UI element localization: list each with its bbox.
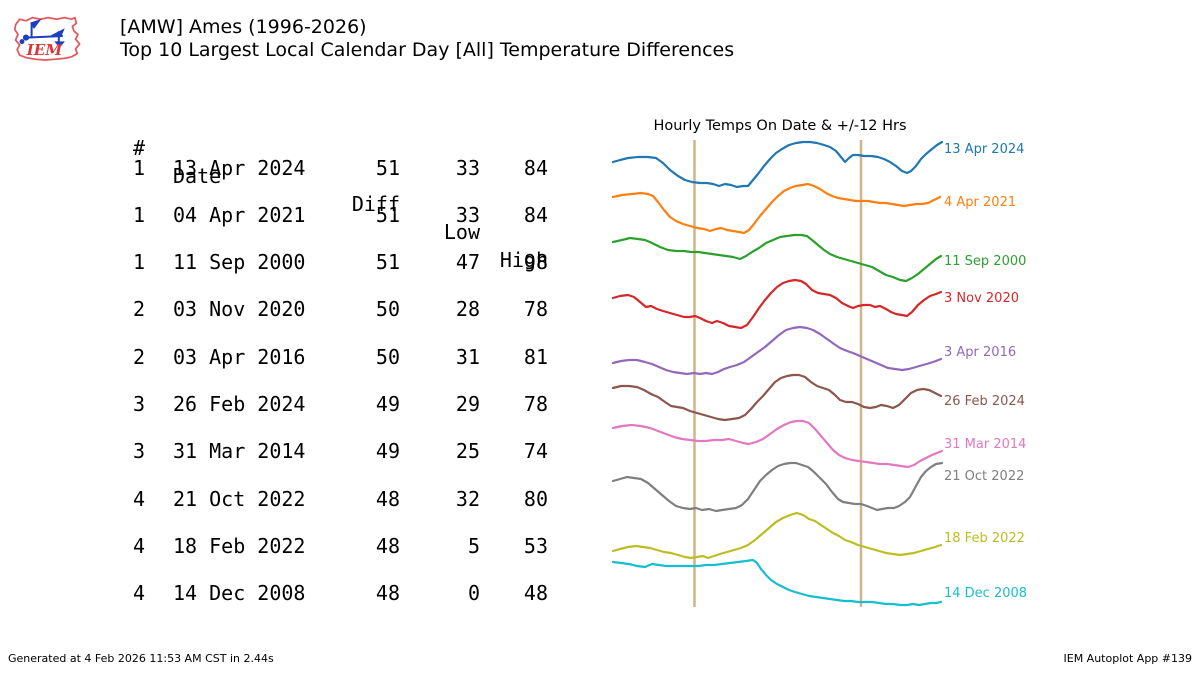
- cell-low: 33: [455, 155, 480, 180]
- cell-date: 03 Nov 2020: [173, 297, 306, 322]
- chart-title: Hourly Temps On Date & +/-12 Hrs: [653, 118, 907, 134]
- cell-rank: 1: [133, 202, 146, 227]
- records-table-header: # Date Diff Low High: [0, 106, 548, 272]
- cell-low: 33: [455, 202, 480, 227]
- iem-logo: IEM: [13, 16, 81, 61]
- series-label: 3 Nov 2020: [944, 291, 1019, 306]
- temp-trace: [611, 373, 943, 422]
- series-label: 3 Apr 2016: [944, 345, 1017, 360]
- cell-low: 25: [455, 439, 480, 464]
- cell-date: 18 Feb 2022: [173, 534, 306, 559]
- cell-high: 81: [523, 344, 548, 369]
- temp-trace: [611, 278, 943, 330]
- cell-low: 29: [455, 392, 480, 417]
- temp-trace: [611, 233, 943, 283]
- cell-high: 78: [523, 297, 548, 322]
- cell-diff: 51: [375, 155, 400, 180]
- cell-diff: 48: [375, 534, 400, 559]
- cell-date: 11 Sep 2000: [173, 250, 306, 275]
- cell-rank: 4: [133, 534, 146, 559]
- cell-date: 03 Apr 2016: [173, 344, 306, 369]
- cell-low: 31: [455, 344, 480, 369]
- col-date: Date: [173, 164, 222, 188]
- cell-rank: 2: [133, 344, 146, 369]
- cell-diff: 51: [375, 250, 400, 275]
- cell-diff: 50: [375, 344, 400, 369]
- cell-rank: 2: [133, 297, 146, 322]
- series-label: 18 Feb 2022: [944, 531, 1025, 546]
- cell-rank: 3: [133, 392, 146, 417]
- series-label: 4 Apr 2021: [944, 195, 1017, 210]
- series-label: 31 Mar 2014: [944, 437, 1027, 452]
- cell-rank: 4: [133, 486, 146, 511]
- page-title: [AMW] Ames (1996-2026): [120, 16, 367, 38]
- col-diff: Diff: [351, 192, 400, 216]
- cell-low: 0: [467, 581, 480, 606]
- col-rank: #: [133, 136, 146, 160]
- col-high: High: [499, 248, 548, 272]
- series-label: 13 Apr 2024: [944, 142, 1025, 157]
- generated-timestamp: Generated at 4 Feb 2026 11:53 AM CST in …: [8, 652, 274, 665]
- cell-high: 53: [523, 534, 548, 559]
- cell-rank: 4: [133, 581, 146, 606]
- series-label: 21 Oct 2022: [944, 469, 1025, 484]
- cell-diff: 48: [375, 581, 400, 606]
- cell-rank: 1: [133, 155, 146, 180]
- cell-high: 80: [523, 486, 548, 511]
- cell-diff: 49: [375, 439, 400, 464]
- temp-trace: [611, 558, 943, 607]
- temp-trace: [611, 511, 943, 560]
- cell-low: 5: [467, 534, 480, 559]
- temp-trace: [611, 419, 944, 469]
- cell-low: 28: [455, 297, 480, 322]
- cell-date: 21 Oct 2022: [173, 486, 306, 511]
- series-label: 14 Dec 2008: [944, 586, 1028, 601]
- cell-rank: 3: [133, 439, 146, 464]
- cell-low: 32: [455, 486, 480, 511]
- temp-trace: [611, 182, 942, 235]
- weather-vane-icon: [19, 18, 65, 49]
- temp-trace: [611, 461, 944, 513]
- cell-high: 78: [523, 392, 548, 417]
- cell-high: 74: [523, 439, 548, 464]
- cell-high: 48: [523, 581, 548, 606]
- cell-diff: 51: [375, 202, 400, 227]
- cell-low: 47: [455, 250, 480, 275]
- temp-trace: [611, 325, 943, 376]
- cell-high: 84: [523, 155, 548, 180]
- temp-trace: [611, 140, 944, 189]
- col-low: Low: [443, 220, 480, 244]
- page-subtitle: Top 10 Largest Local Calendar Day [All] …: [120, 39, 735, 61]
- cell-date: 31 Mar 2014: [173, 439, 306, 464]
- cell-date: 14 Dec 2008: [173, 581, 306, 606]
- cell-rank: 1: [133, 250, 146, 275]
- cell-high: 98: [523, 250, 548, 275]
- app-credit: IEM Autoplot App #139: [1063, 652, 1193, 665]
- cell-date: 26 Feb 2024: [173, 392, 306, 417]
- cell-diff: 49: [375, 392, 400, 417]
- cell-high: 84: [523, 202, 548, 227]
- series-label: 11 Sep 2000: [944, 254, 1027, 269]
- cell-date: 13 Apr 2024: [173, 155, 306, 180]
- cell-date: 04 Apr 2021: [173, 202, 306, 227]
- logo-text: IEM: [26, 41, 64, 59]
- cell-diff: 50: [375, 297, 400, 322]
- cell-diff: 48: [375, 486, 400, 511]
- series-label: 26 Feb 2024: [944, 394, 1025, 409]
